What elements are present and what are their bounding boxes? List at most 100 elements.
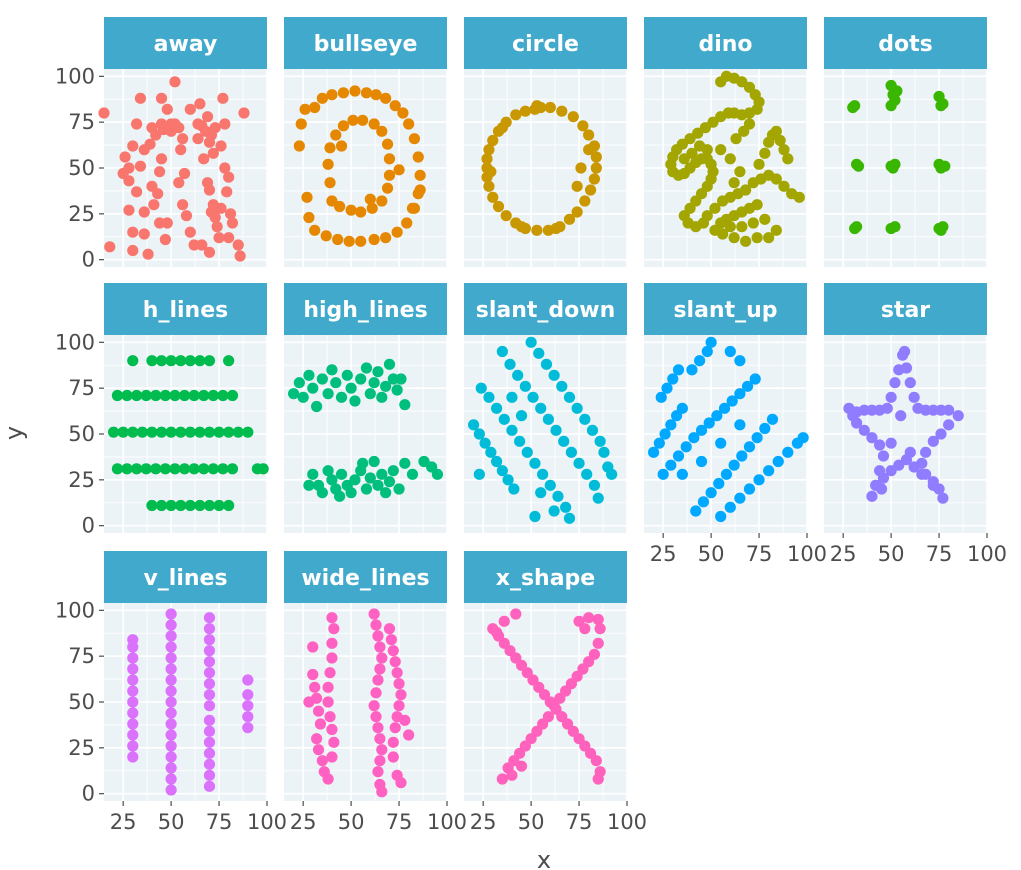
data-point [376,652,388,664]
data-point [368,118,380,130]
x-tick-label: 75 [386,810,413,834]
data-point [184,499,196,512]
data-point [203,426,216,438]
y-tick-label: 100 [55,64,95,88]
data-point [154,166,166,178]
data-point [584,184,597,196]
data-point [332,233,344,246]
facet-strip [104,551,267,603]
data-point [330,377,342,389]
data-point [778,144,790,156]
data-point [374,755,386,767]
data-point [508,483,520,495]
data-point [316,92,328,104]
data-point [414,169,426,181]
data-point [728,177,740,189]
data-point [372,479,384,491]
data-point [207,147,219,159]
data-point [324,177,336,189]
data-point [303,696,315,708]
data-point [533,347,545,359]
data-point [165,718,177,730]
data-point [389,100,401,112]
data-point [383,169,396,181]
data-point [927,404,939,416]
data-point [203,714,216,726]
data-point [573,457,585,469]
data-point [734,492,746,504]
data-point [676,468,688,480]
data-point [525,336,537,348]
data-point [150,463,162,475]
facet-slant_up: slant_up 25 50 75 100 [644,283,827,566]
data-point [512,369,524,381]
data-point [567,111,579,123]
data-point [485,446,497,458]
data-point [309,224,321,236]
data-point [127,718,139,730]
data-point [866,490,878,502]
data-point [753,474,765,486]
x-tick-label: 75 [566,810,593,834]
data-point [496,345,508,358]
data-point [588,479,601,491]
data-point [895,410,907,422]
data-point [529,510,541,523]
x-tick-label: 75 [926,542,953,566]
data-point [232,239,244,251]
y-tick-label: 0 [82,782,95,806]
data-point [606,468,618,480]
data-point [165,619,177,631]
data-point [203,623,216,635]
data-point [309,101,321,114]
data-point [127,634,139,646]
data-point [213,232,225,244]
y-tick-label: 75 [68,110,95,134]
data-point [192,133,204,145]
data-point [475,382,487,394]
data-point [594,623,606,635]
data-point [492,200,505,213]
data-point [322,696,334,708]
data-point [165,707,177,719]
data-point [311,400,323,413]
data-point [209,211,221,224]
data-point [705,487,717,499]
data-point [360,362,373,374]
data-point [858,404,870,416]
data-point [774,134,786,147]
data-point [770,224,782,236]
data-point [885,100,897,112]
data-point [198,463,210,475]
data-point [127,751,139,763]
data-point [395,777,407,789]
facet-slant_down: slant_down [464,283,628,533]
data-point [301,191,313,203]
data-point [175,499,187,512]
data-point [337,87,350,99]
facet-title: h_lines [143,298,228,323]
data-point [215,202,227,214]
data-point [355,373,367,385]
data-point [657,468,669,480]
data-point [138,206,150,218]
data-point [588,173,601,185]
data-point [381,182,394,194]
data-point [590,151,602,163]
data-point [127,729,139,741]
data-point [730,133,742,145]
data-point [556,380,568,392]
data-point [743,441,756,453]
data-point [146,180,158,192]
data-point [483,391,495,403]
data-point [203,634,216,646]
data-point [121,389,133,402]
data-point [701,210,713,222]
data-point [107,426,120,438]
data-point [380,487,392,499]
data-point [165,740,177,752]
data-point [655,391,667,403]
data-point [376,125,388,137]
data-point [324,711,336,723]
